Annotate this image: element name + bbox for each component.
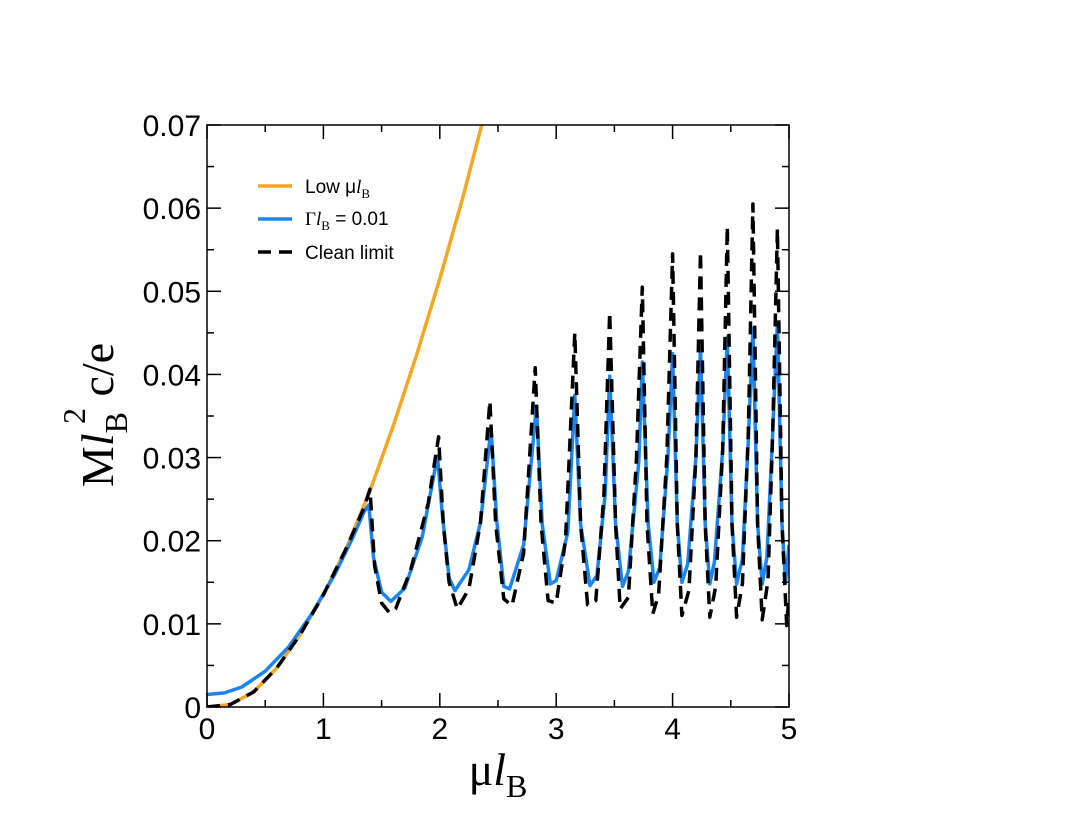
ticks-layer bbox=[206, 124, 790, 708]
y-tick-label: 0 bbox=[184, 692, 201, 725]
y-tick-label: 0.06 bbox=[143, 193, 201, 226]
legend-gamma-italic: l bbox=[316, 209, 321, 230]
y-axis-label-tail: c/e bbox=[72, 343, 123, 408]
y-axis-label-sub: B bbox=[98, 412, 134, 433]
series-layer bbox=[207, 125, 789, 707]
legend-low-pre: Low μ bbox=[305, 177, 356, 198]
y-axis-label-sup: 2 bbox=[56, 408, 92, 424]
x-tick-label: 0 bbox=[199, 713, 216, 746]
legend-gamma-sub: B bbox=[321, 218, 330, 233]
legend-low-italic: l bbox=[356, 177, 361, 198]
clean-limit-series-line bbox=[207, 202, 789, 707]
y-tick-label: 0.04 bbox=[143, 359, 201, 392]
x-tick-label: 4 bbox=[664, 713, 681, 746]
x-tick-label: 3 bbox=[548, 713, 565, 746]
y-tick-label: 0.02 bbox=[143, 526, 201, 559]
y-tick-label: 0.05 bbox=[143, 276, 201, 309]
legend-gamma-post: = 0.01 bbox=[330, 209, 389, 230]
legend-label-low: Low μlB bbox=[305, 177, 370, 201]
x-axis-label-italic: l bbox=[493, 744, 506, 795]
legend: Low μlB ΓlB = 0.01 Clean limit bbox=[258, 177, 394, 264]
x-tick-label: 1 bbox=[315, 713, 332, 746]
y-tick-label: 0.01 bbox=[143, 609, 201, 642]
x-tick-label: 2 bbox=[431, 713, 448, 746]
x-axis-label-main: μ bbox=[469, 744, 494, 795]
x-tick-label: 5 bbox=[781, 713, 798, 746]
x-axis-label-sub: B bbox=[506, 768, 527, 804]
y-axis-label: MlB2 c/e bbox=[56, 343, 134, 487]
tick-labels-layer: 0 1 2 3 4 5 0 0.01 0.02 0.03 0.04 0.05 0.06 0.07 bbox=[143, 110, 798, 746]
y-axis-label-italic: l bbox=[72, 433, 123, 446]
y-axis-label-main: M bbox=[72, 446, 123, 487]
legend-label-clean: Clean limit bbox=[305, 243, 394, 264]
legend-low-sub: B bbox=[361, 186, 370, 201]
legend-label-gamma: ΓlB = 0.01 bbox=[305, 209, 389, 233]
y-tick-label: 0.03 bbox=[143, 443, 201, 476]
legend-gamma-pre: Γ bbox=[305, 209, 316, 230]
y-tick-label: 0.07 bbox=[143, 110, 201, 143]
x-axis-label: μlB bbox=[469, 744, 528, 804]
